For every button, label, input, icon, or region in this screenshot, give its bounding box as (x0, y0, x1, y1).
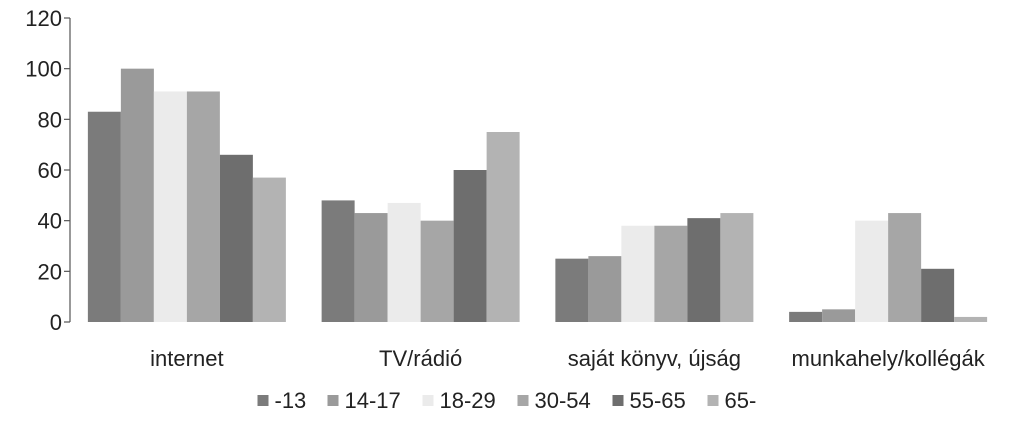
y-tick-label: 0 (50, 310, 62, 335)
bar-65--1 (486, 132, 520, 322)
legend: -13 14-17 18-29 30-54 55-65 65- (257, 388, 757, 413)
bar--13-2 (555, 258, 589, 322)
bar-14-17-1 (354, 213, 388, 322)
labels: 0 20 40 60 80 100 120 internet TV/rádió saját kön… (25, 6, 985, 371)
legend-swatch (422, 395, 434, 406)
bar-18-29-1 (387, 202, 421, 322)
legend-swatch (707, 395, 719, 406)
legend-swatch (327, 395, 339, 406)
category-label: munkahely/kollégák (792, 346, 986, 371)
bar-55-65-3 (921, 268, 955, 322)
bar-18-29-0 (153, 91, 187, 322)
bar--13-3 (789, 311, 823, 322)
legend-swatch (612, 395, 624, 406)
category-label: saját könyv, újság (568, 346, 741, 371)
legend-swatch (517, 395, 529, 406)
bar-18-29-3 (855, 220, 889, 322)
legend-label: 14-17 (345, 388, 401, 413)
y-tick-label: 20 (38, 259, 62, 284)
bar-65--0 (252, 177, 286, 322)
category-label: TV/rádió (379, 346, 462, 371)
y-tick-label: 100 (25, 57, 62, 82)
bar-55-65-2 (687, 218, 721, 322)
axes (64, 17, 71, 323)
legend-label: 65- (725, 388, 757, 413)
bar--13-1 (321, 200, 355, 322)
legend-label: -13 (275, 388, 307, 413)
y-tick-label: 120 (25, 6, 62, 31)
bar-30-54-1 (420, 220, 454, 322)
bars (87, 68, 988, 323)
bar-18-29-2 (621, 225, 655, 322)
bar-14-17-2 (588, 256, 622, 322)
legend-label: 55-65 (630, 388, 686, 413)
y-tick-label: 80 (38, 107, 62, 132)
legend-label: 30-54 (535, 388, 591, 413)
bar-30-54-0 (186, 91, 220, 322)
bar-55-65-1 (453, 170, 487, 322)
bar-30-54-2 (654, 225, 688, 322)
bar-65--3 (954, 316, 988, 322)
legend-label: 18-29 (440, 388, 496, 413)
bar--13-0 (87, 111, 121, 322)
bar-14-17-3 (822, 309, 856, 322)
category-label: internet (150, 346, 223, 371)
y-tick-label: 40 (38, 209, 62, 234)
bar-55-65-0 (219, 154, 253, 322)
bar-30-54-3 (888, 213, 922, 322)
legend-swatch (257, 395, 269, 406)
bar-14-17-0 (120, 68, 154, 323)
y-tick-label: 60 (38, 158, 62, 183)
bar-65--2 (720, 213, 754, 322)
